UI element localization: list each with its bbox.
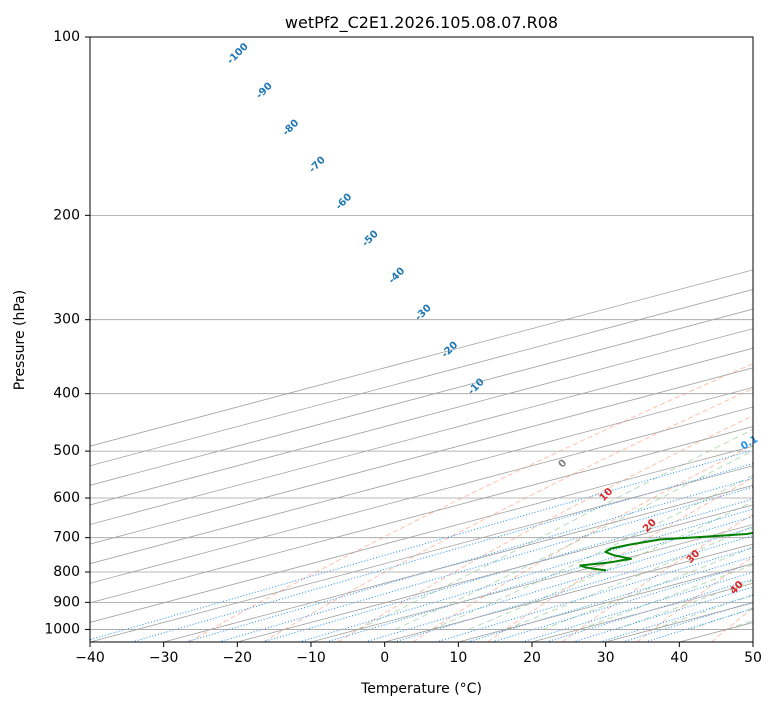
isotherm-line: [90, 328, 753, 506]
moist-adiabat-line: [579, 564, 753, 630]
x-tick-label: 50: [744, 650, 762, 666]
dry-adiabat-label: -10: [466, 377, 487, 398]
dry-adiabat-label: -80: [281, 118, 302, 139]
moist-adiabat-line: [505, 525, 753, 630]
dry-adiabat-line: [487, 477, 753, 642]
mixing-ratio-label: 0.1: [739, 434, 760, 452]
x-tick-label: −30: [149, 650, 179, 666]
isotherm-line: [90, 347, 753, 525]
isotherm-line: [90, 308, 753, 486]
x-tick-label: 20: [523, 650, 541, 666]
mixing-ratio-line: [622, 601, 753, 642]
plot-frame: [89, 36, 754, 643]
mixing-ratio-line: [492, 563, 753, 642]
mixing-ratio-line: [645, 608, 753, 642]
moist-adiabat-line: [357, 428, 753, 630]
isotherm-line: [90, 406, 753, 584]
background-lines: [90, 37, 775, 642]
isotherm-line: [310, 524, 753, 642]
axes: −40 −30 −20 −10 0 10 20 30 40 5010020030040050060…: [44, 29, 762, 666]
x-tick-label: −40: [75, 650, 105, 666]
moist-adiabat-line: [431, 474, 753, 630]
dry-adiabat-line: [188, 363, 753, 642]
moist-adiabat-line: [652, 594, 753, 630]
y-tick-label: 300: [53, 312, 80, 328]
profile-lines: [579, 531, 753, 572]
x-tick-label: 10: [449, 650, 467, 666]
x-tick-label: 40: [670, 650, 688, 666]
y-tick-label: 200: [53, 207, 80, 223]
y-tick-label: 100: [53, 29, 80, 45]
dry-adiabat-label: -40: [387, 266, 408, 287]
isotherm-line: [90, 367, 753, 545]
isotherm-line: [237, 504, 753, 642]
isotherm-line: [90, 289, 753, 467]
mixing-ratio-line: [436, 547, 753, 642]
mixing-ratio-line: [325, 515, 753, 642]
y-tick-label: 500: [53, 443, 80, 459]
x-axis-label: Temperature (°C): [360, 681, 482, 697]
y-axis-label: Pressure (hPa): [12, 290, 28, 390]
isotherm-line: [90, 386, 753, 565]
dry-adiabat-line: [412, 444, 753, 642]
mixing-ratio-line: [185, 477, 753, 642]
y-tick-label: 800: [53, 564, 80, 580]
mixing-ratio-line: [521, 571, 753, 642]
dry-adiabat-label: -20: [440, 340, 461, 361]
moist-adiabat-label: 0: [557, 458, 570, 471]
isotherm-line: [163, 484, 753, 642]
mixing-ratio-line: [90, 450, 750, 641]
moist-adiabat-label: 30: [685, 548, 703, 566]
mixing-ratio-line: [546, 578, 753, 642]
y-tick-label: 400: [53, 386, 80, 402]
y-tick-label: 600: [53, 490, 80, 506]
moist-adiabat-label: 10: [598, 486, 616, 504]
x-tick-label: 0: [380, 650, 389, 666]
y-tick-label: 1000: [44, 621, 80, 637]
x-tick-label: 30: [597, 650, 615, 666]
x-tick-label: −10: [296, 650, 326, 666]
dry-adiabat-line: [263, 388, 753, 642]
dry-adiabat-line: [636, 556, 753, 642]
dewpoint-line: [579, 531, 753, 572]
chart-title: wetPf2_C2E1.2026.105.08.07.R08: [285, 13, 558, 33]
isotherm-line: [752, 641, 753, 642]
isotherm-line: [90, 426, 753, 604]
moist-adiabat-line: [763, 215, 775, 629]
moist-adiabat-label: 20: [641, 517, 659, 535]
isotherm-line: [90, 465, 753, 642]
y-tick-label: 700: [53, 530, 80, 546]
y-tick-label: 900: [53, 594, 80, 610]
dry-adiabat-label: -100: [225, 41, 251, 67]
mixing-ratio-line: [299, 508, 753, 642]
isotherm-line: [90, 445, 753, 623]
dry-adiabat-label: -60: [334, 192, 355, 213]
dry-adiabat-label: -50: [360, 229, 381, 250]
dry-adiabat-label: -90: [254, 81, 275, 102]
x-tick-label: −20: [223, 650, 253, 666]
moist-adiabat-line: [468, 500, 753, 630]
moist-adiabat-line: [542, 546, 753, 630]
moist-adiabat-line: [726, 620, 753, 630]
dry-adiabat-label: -70: [307, 155, 328, 176]
isotherm-line: [90, 269, 753, 447]
mixing-ratio-line: [218, 486, 753, 642]
dry-adiabat-line: [337, 414, 753, 642]
dry-adiabat-label: -30: [413, 303, 434, 324]
